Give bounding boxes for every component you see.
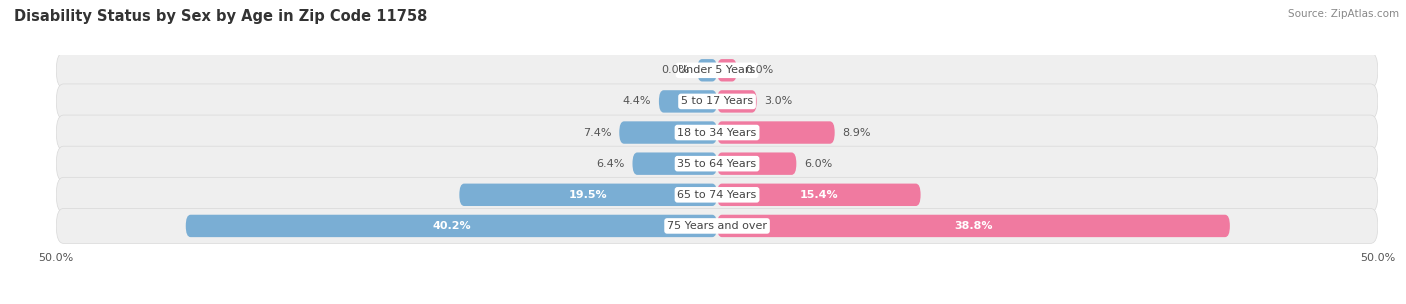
- Text: 7.4%: 7.4%: [583, 128, 612, 137]
- Text: 0.0%: 0.0%: [661, 65, 689, 75]
- FancyBboxPatch shape: [56, 209, 1378, 244]
- Text: 35 to 64 Years: 35 to 64 Years: [678, 159, 756, 169]
- Text: 15.4%: 15.4%: [800, 190, 838, 200]
- Text: 8.9%: 8.9%: [842, 128, 872, 137]
- FancyBboxPatch shape: [56, 115, 1378, 150]
- FancyBboxPatch shape: [659, 90, 717, 112]
- FancyBboxPatch shape: [717, 90, 756, 112]
- Text: 6.0%: 6.0%: [804, 159, 832, 169]
- Text: 3.0%: 3.0%: [765, 96, 793, 106]
- Text: 65 to 74 Years: 65 to 74 Years: [678, 190, 756, 200]
- FancyBboxPatch shape: [633, 153, 717, 175]
- Text: 5 to 17 Years: 5 to 17 Years: [681, 96, 754, 106]
- Text: 19.5%: 19.5%: [569, 190, 607, 200]
- Text: 4.4%: 4.4%: [623, 96, 651, 106]
- Text: Source: ZipAtlas.com: Source: ZipAtlas.com: [1288, 9, 1399, 19]
- FancyBboxPatch shape: [186, 215, 717, 237]
- FancyBboxPatch shape: [717, 184, 921, 206]
- Text: 0.0%: 0.0%: [745, 65, 773, 75]
- FancyBboxPatch shape: [460, 184, 717, 206]
- FancyBboxPatch shape: [619, 121, 717, 144]
- Text: 38.8%: 38.8%: [955, 221, 993, 231]
- FancyBboxPatch shape: [56, 84, 1378, 119]
- Text: Under 5 Years: Under 5 Years: [679, 65, 755, 75]
- FancyBboxPatch shape: [56, 146, 1378, 181]
- FancyBboxPatch shape: [717, 121, 835, 144]
- FancyBboxPatch shape: [56, 177, 1378, 212]
- FancyBboxPatch shape: [697, 59, 717, 81]
- Text: 18 to 34 Years: 18 to 34 Years: [678, 128, 756, 137]
- FancyBboxPatch shape: [717, 59, 737, 81]
- FancyBboxPatch shape: [717, 153, 796, 175]
- Text: 75 Years and over: 75 Years and over: [666, 221, 768, 231]
- Text: 6.4%: 6.4%: [596, 159, 624, 169]
- Text: Disability Status by Sex by Age in Zip Code 11758: Disability Status by Sex by Age in Zip C…: [14, 9, 427, 24]
- FancyBboxPatch shape: [56, 53, 1378, 88]
- FancyBboxPatch shape: [717, 215, 1230, 237]
- Text: 40.2%: 40.2%: [432, 221, 471, 231]
